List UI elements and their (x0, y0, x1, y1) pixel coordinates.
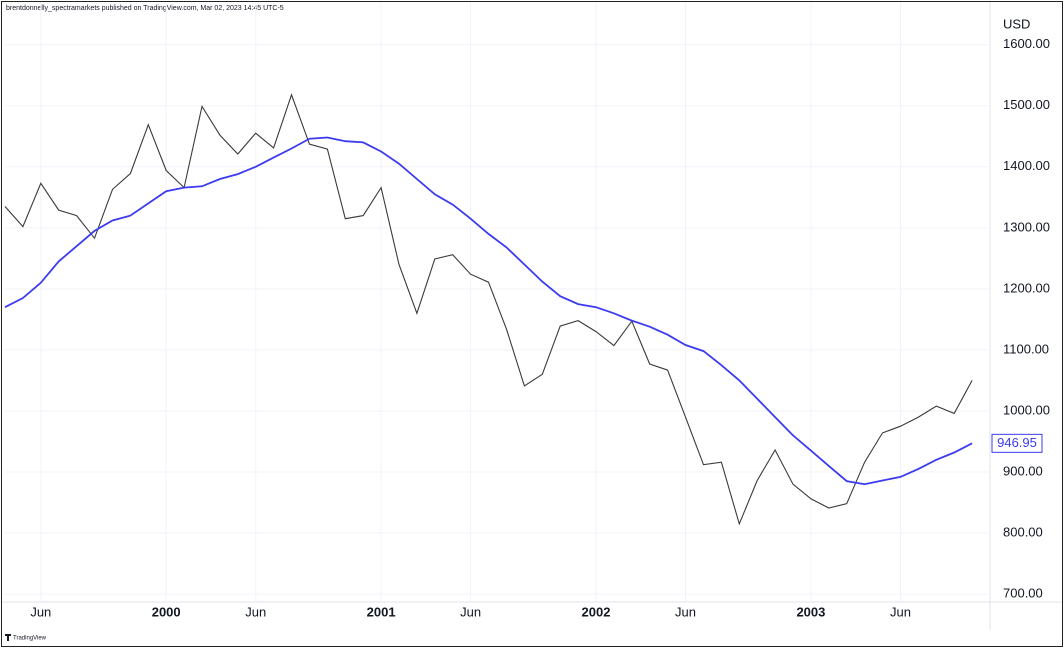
logo (5, 634, 11, 641)
x-tick-label: 2001 (367, 604, 396, 619)
x-tick-label: 2003 (796, 604, 825, 619)
x-tick-label: Jun (30, 604, 51, 619)
y-tick-label: 1200.00 (1003, 280, 1050, 295)
footer: TradingView (13, 636, 47, 642)
y-tick-label: 800.00 (1003, 524, 1043, 539)
y-tick-label: 1600.00 (1003, 36, 1050, 51)
y-tick-label: 1100.00 (1003, 341, 1049, 356)
series-line (4, 93, 973, 526)
y-tick-label: 1400.00 (1003, 158, 1050, 173)
y-tick-label: 1500.00 (1003, 97, 1050, 112)
x-tick-label: Jun (675, 604, 696, 619)
last-value-label: 946.95 (997, 435, 1037, 450)
x-tick-label: Jun (245, 604, 266, 619)
last-value-box (991, 433, 1043, 453)
y-axis-label: USD (1003, 16, 1030, 31)
header: brentdonnelly_spectramarkets published o… (6, 5, 284, 12)
y-tick-label: 700.00 (1003, 586, 1043, 601)
y-tick-label: 1300.00 (1003, 219, 1050, 234)
x-tick-label: 2000 (152, 604, 181, 619)
plot (4, 2, 990, 602)
y-tick-label: 1000.00 (1003, 402, 1050, 417)
series-line (4, 136, 973, 486)
x-tick-label: 2002 (582, 604, 611, 619)
x-tick-label: Jun (460, 604, 481, 619)
x-tick-label: Jun (890, 604, 911, 619)
y-tick-label: 900.00 (1003, 463, 1043, 478)
